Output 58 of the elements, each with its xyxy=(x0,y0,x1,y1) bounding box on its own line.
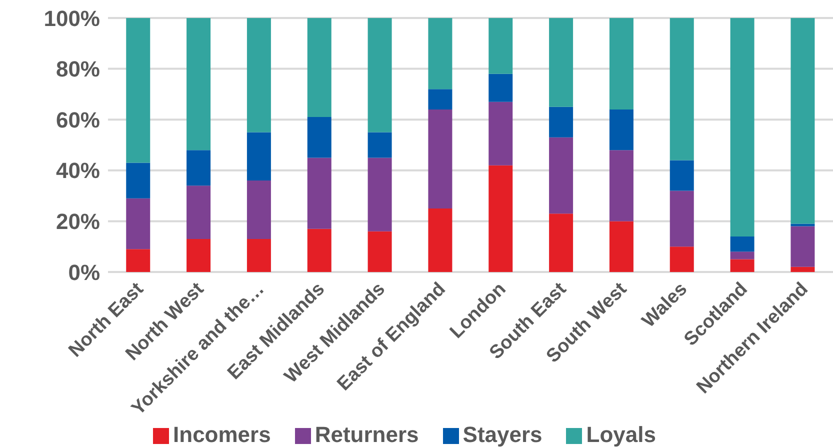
bar xyxy=(307,158,332,229)
bar xyxy=(730,259,754,272)
bar xyxy=(307,18,332,118)
bar xyxy=(670,190,694,247)
bar xyxy=(488,18,513,74)
bar xyxy=(790,224,815,226)
bar xyxy=(428,109,452,208)
bar xyxy=(368,158,392,232)
bar xyxy=(307,228,332,272)
y-tick-label: 20% xyxy=(56,209,100,234)
bar xyxy=(609,221,634,272)
bar xyxy=(428,18,452,90)
y-tick-label: 60% xyxy=(56,107,100,132)
bar xyxy=(790,266,815,272)
bar xyxy=(186,150,211,186)
y-tick-label: 0% xyxy=(68,260,100,285)
bar xyxy=(488,102,513,166)
bar xyxy=(549,214,574,272)
bar xyxy=(549,137,574,214)
bar xyxy=(488,74,513,102)
bar xyxy=(670,18,694,160)
bar xyxy=(609,109,634,150)
bar xyxy=(126,198,150,250)
bar xyxy=(246,18,271,132)
legend-label: Stayers xyxy=(462,422,542,447)
bar xyxy=(186,186,211,239)
bar xyxy=(609,150,634,222)
bar xyxy=(368,18,392,132)
bar xyxy=(186,238,211,272)
bar xyxy=(246,180,271,239)
bar xyxy=(790,18,815,224)
y-tick-label: 100% xyxy=(44,6,100,31)
bar xyxy=(368,231,392,272)
bar xyxy=(730,252,754,260)
bar xyxy=(609,18,634,110)
y-tick-label: 80% xyxy=(56,56,100,82)
bar xyxy=(549,18,574,107)
bar xyxy=(730,236,754,252)
bar xyxy=(790,226,815,267)
legend-label: Returners xyxy=(314,422,419,447)
bar xyxy=(126,18,150,163)
y-tick-label: 40% xyxy=(56,158,100,184)
bar xyxy=(246,132,271,181)
bar xyxy=(126,249,150,272)
bar xyxy=(488,165,513,272)
bar xyxy=(730,18,754,236)
legend-label: Incomers xyxy=(173,422,271,447)
bar xyxy=(307,117,332,158)
legend-label: Loyals xyxy=(586,422,656,447)
bar xyxy=(670,246,694,272)
bar xyxy=(368,132,392,158)
bar xyxy=(246,238,271,272)
bar xyxy=(428,89,452,110)
bar xyxy=(186,18,211,150)
bar xyxy=(428,208,452,272)
bar xyxy=(126,162,150,198)
bar xyxy=(670,160,694,191)
bar xyxy=(549,106,574,138)
